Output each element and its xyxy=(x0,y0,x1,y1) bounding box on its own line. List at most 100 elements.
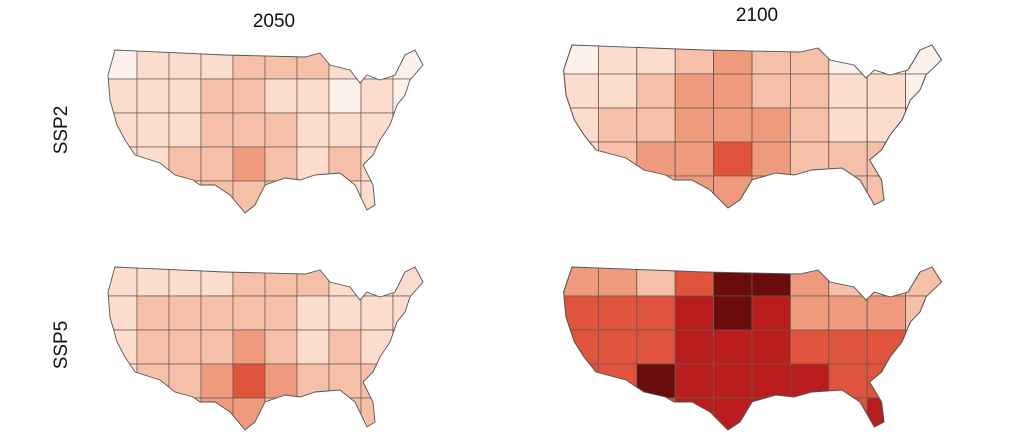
state xyxy=(789,295,830,331)
state xyxy=(828,45,868,75)
state xyxy=(597,397,638,430)
state xyxy=(866,73,907,109)
state xyxy=(905,141,942,177)
state xyxy=(636,295,676,331)
state xyxy=(232,363,266,399)
state xyxy=(168,329,202,365)
map xyxy=(563,266,943,431)
state xyxy=(789,107,830,143)
state xyxy=(392,329,423,365)
state xyxy=(392,180,423,213)
state xyxy=(597,175,638,208)
state xyxy=(264,50,298,80)
state xyxy=(200,78,234,114)
state xyxy=(360,295,394,331)
state xyxy=(905,397,942,430)
state xyxy=(108,180,138,213)
state xyxy=(751,107,791,143)
column-label: 2050 xyxy=(253,11,295,32)
state xyxy=(296,267,330,297)
state xyxy=(866,397,907,430)
state xyxy=(360,78,394,114)
state xyxy=(751,141,791,177)
state xyxy=(200,146,234,182)
state xyxy=(636,107,676,143)
state xyxy=(296,112,330,148)
state xyxy=(905,363,942,399)
state xyxy=(789,329,830,365)
maps xyxy=(107,44,943,431)
state xyxy=(200,267,234,297)
state xyxy=(674,107,715,143)
state xyxy=(296,78,330,114)
state xyxy=(563,141,599,177)
outline xyxy=(107,49,424,214)
state xyxy=(563,73,599,109)
state xyxy=(168,267,202,297)
state xyxy=(168,397,202,430)
state xyxy=(328,112,362,148)
state xyxy=(392,112,423,148)
state xyxy=(597,295,638,331)
state xyxy=(328,180,362,213)
state xyxy=(328,50,362,80)
state xyxy=(828,397,868,430)
state xyxy=(597,73,638,109)
state xyxy=(392,267,423,297)
state xyxy=(136,397,170,430)
state xyxy=(328,78,362,114)
state xyxy=(597,267,638,297)
state xyxy=(108,363,138,399)
state xyxy=(392,363,423,399)
state xyxy=(751,397,791,430)
state xyxy=(264,363,298,399)
state xyxy=(828,329,868,365)
state xyxy=(232,112,266,148)
state xyxy=(296,397,330,430)
state xyxy=(264,397,298,430)
state xyxy=(296,295,330,331)
state xyxy=(713,73,753,109)
state xyxy=(636,397,676,430)
state xyxy=(674,295,715,331)
state xyxy=(674,141,715,177)
state xyxy=(108,146,138,182)
state xyxy=(136,363,170,399)
state xyxy=(905,45,942,75)
state xyxy=(264,329,298,365)
state xyxy=(360,112,394,148)
state xyxy=(674,267,715,297)
state xyxy=(296,329,330,365)
state xyxy=(200,329,234,365)
state xyxy=(108,397,138,430)
state xyxy=(360,267,394,297)
state xyxy=(108,78,138,114)
state xyxy=(828,267,868,297)
state xyxy=(636,73,676,109)
state xyxy=(636,267,676,297)
state xyxy=(168,146,202,182)
state xyxy=(328,397,362,430)
state xyxy=(136,112,170,148)
state xyxy=(296,180,330,213)
state xyxy=(789,267,830,297)
state xyxy=(168,295,202,331)
state xyxy=(789,397,830,430)
state xyxy=(136,50,170,80)
state xyxy=(563,295,599,331)
state xyxy=(136,329,170,365)
state xyxy=(713,295,753,331)
state xyxy=(636,329,676,365)
map xyxy=(107,266,424,431)
state xyxy=(136,78,170,114)
state xyxy=(264,295,298,331)
state xyxy=(674,73,715,109)
state xyxy=(232,146,266,182)
state xyxy=(360,363,394,399)
state xyxy=(636,175,676,208)
state xyxy=(232,329,266,365)
state xyxy=(136,146,170,182)
state xyxy=(563,363,599,399)
row-label: SSP5 xyxy=(51,321,72,370)
